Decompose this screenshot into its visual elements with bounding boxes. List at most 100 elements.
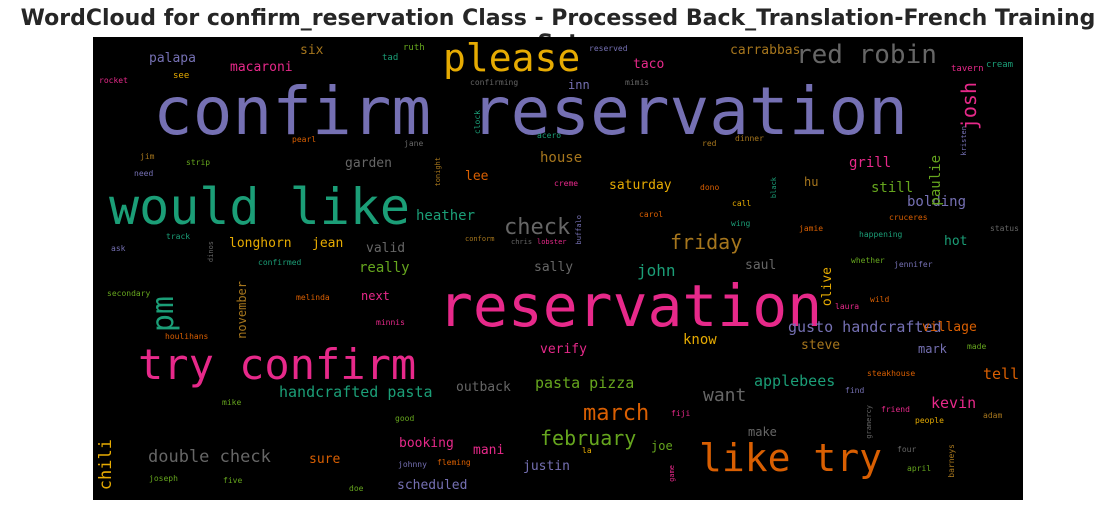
word-reserved: reserved [589, 44, 628, 53]
word-tavern: tavern [951, 64, 984, 74]
word-wild: wild [870, 295, 890, 304]
word-chili: chili [96, 439, 116, 491]
word-pasta-pizza: pasta pizza [535, 374, 635, 392]
word-macaroni: macaroni [230, 60, 293, 75]
word-tonight: tonight [434, 157, 442, 187]
word-wing: wing [731, 219, 751, 228]
word-village: village [922, 320, 977, 335]
word-la: la [582, 446, 592, 455]
word-confirm-reservation: confirm reservation [153, 73, 908, 150]
word-tad: tad [382, 53, 399, 63]
word-confirming: confirming [470, 78, 519, 87]
word-know: know [683, 332, 717, 348]
word-friend: friend [881, 405, 910, 414]
word-grill: grill [849, 155, 892, 171]
word-minnis: minnis [376, 318, 405, 327]
word-carrabbas: carrabbas [730, 43, 801, 58]
word-lobster: lobster [537, 238, 567, 246]
word-check: check [504, 215, 571, 240]
word-like-try: like try [699, 436, 883, 480]
word-tell: tell [983, 365, 1020, 383]
word-outback: outback [456, 380, 511, 395]
word-track: track [166, 232, 191, 241]
word-saul: saul [745, 258, 777, 273]
word-bolding: bolding [907, 194, 967, 210]
word-fiji: fiji [671, 409, 691, 418]
word-february: february [540, 426, 637, 450]
word-april: april [907, 464, 932, 473]
chart-title: WordCloud for confirm_reservation Class … [20, 6, 1096, 56]
word-dinner: dinner [735, 134, 764, 143]
word-ruth: ruth [403, 43, 425, 53]
word-joseph: joseph [149, 474, 178, 483]
word-reservation: reservation [438, 272, 823, 340]
word-happening: happening [859, 230, 903, 239]
word-houlihans: houlihans [165, 332, 209, 341]
word-handcrafted-pasta: handcrafted pasta [279, 383, 433, 401]
word-justin: justin [523, 459, 570, 474]
word-five: five [223, 476, 243, 485]
word-olive: olive [820, 267, 835, 307]
word-melinda: melinda [296, 293, 330, 302]
word-verify: verify [540, 342, 587, 357]
word-good: good [395, 414, 415, 423]
word-valid: valid [366, 241, 406, 256]
word-dono: dono [700, 183, 720, 192]
word-hot: hot [944, 234, 968, 249]
word-cream: cream [986, 60, 1014, 70]
word-red-robin: red robin [796, 40, 937, 70]
word-jennifer: jennifer [894, 260, 933, 269]
word-acero: acero [537, 131, 562, 140]
word-barneys: barneys [947, 444, 956, 478]
word-made: made [967, 342, 987, 351]
word-need: need [134, 169, 154, 178]
word-confirmed: confirmed [258, 258, 302, 267]
word-black: black [770, 177, 778, 199]
word-game: game [668, 465, 676, 482]
word-saturday: saturday [609, 178, 672, 193]
word-double-check: double check [148, 447, 271, 467]
word-joe: joe [651, 439, 673, 453]
word-kristen: kristen [960, 126, 968, 156]
word-jamie: jamie [799, 224, 824, 233]
word-see: see [173, 71, 190, 81]
word-red: red [702, 139, 717, 148]
word-ask: ask [111, 244, 126, 253]
word-november: november [235, 281, 249, 339]
word-sally: sally [534, 260, 574, 275]
word-find: find [845, 386, 865, 395]
word-garden: garden [345, 156, 392, 171]
word-pm: pm [146, 296, 181, 333]
word-chris: chris [511, 238, 533, 246]
word-house: house [540, 150, 583, 166]
word-try-confirm: try confirm [138, 340, 417, 389]
word-palapa: palapa [149, 51, 196, 66]
word-secondary: secondary [107, 289, 151, 298]
word-jane: jane [404, 139, 424, 148]
word-longhorn: longhorn [229, 236, 292, 251]
wordcloud-canvas: confirm reservation reservation would like… [93, 37, 1023, 500]
word-cruceres: cruceres [889, 213, 928, 222]
word-mark: mark [918, 342, 947, 356]
word-lee: lee [465, 169, 489, 184]
word-jim: jim [140, 152, 155, 161]
word-steakhouse: steakhouse [867, 369, 916, 378]
word-pearl: pearl [292, 135, 317, 144]
word-scheduled: scheduled [397, 478, 468, 493]
word-fleming: fleming [437, 458, 471, 467]
word-conform: conform [465, 235, 495, 243]
word-paulie: paulie [928, 155, 944, 206]
word-laura: laura [835, 302, 860, 311]
word-would-like: would like [109, 178, 411, 236]
word-friday: friday [670, 230, 743, 254]
word-whether: whether [851, 256, 885, 265]
word-booking: booking [399, 436, 454, 451]
word-sure: sure [309, 452, 341, 467]
word-inn: inn [568, 78, 590, 92]
word-still: still [871, 180, 914, 196]
word-dinos: dinos [207, 241, 215, 263]
word-status: status [990, 224, 1019, 233]
word-march: march [583, 401, 650, 426]
word-mimis: mimis [625, 78, 650, 87]
word-heather: heather [416, 208, 476, 224]
